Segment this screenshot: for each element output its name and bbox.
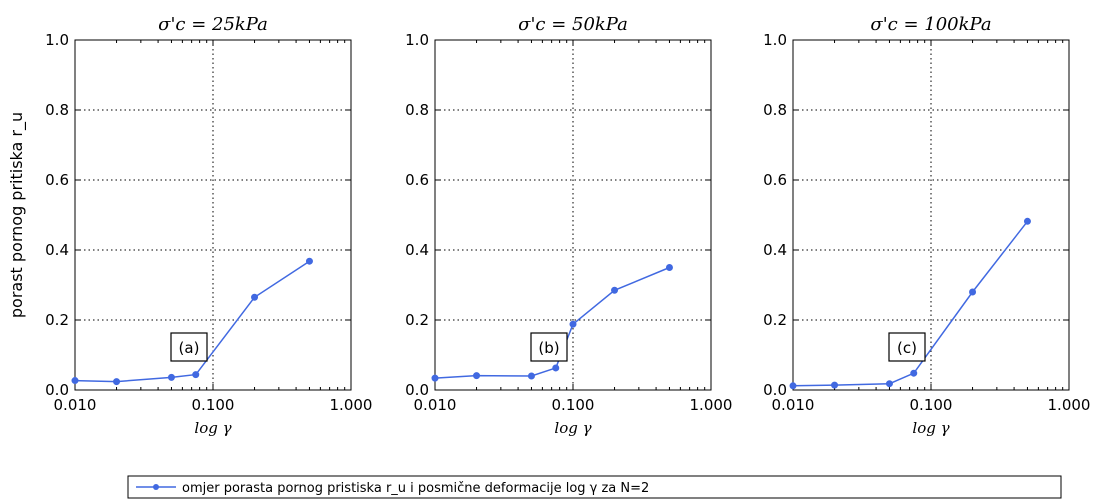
data-point [527, 372, 535, 380]
chart-title: σ'c = 25kPa [158, 14, 268, 35]
x-tick-label: 0.100 [192, 396, 235, 414]
x-axis-label: log γ [554, 419, 591, 437]
x-tick-label: 0.100 [552, 396, 595, 414]
data-point [665, 264, 673, 271]
x-tick-label: 1.000 [690, 396, 733, 414]
data-point [71, 377, 79, 385]
y-tick-label: 0.0 [45, 381, 69, 399]
y-tick-label: 1.0 [405, 31, 429, 49]
y-tick-label: 0.8 [763, 101, 787, 119]
y-tick-label: 0.8 [45, 101, 69, 119]
data-point [431, 374, 439, 382]
y-tick-label: 0.2 [405, 311, 429, 329]
data-point [910, 369, 918, 377]
y-tick-label: 1.0 [45, 31, 69, 49]
x-tick-label: 0.100 [910, 396, 953, 414]
chart-panel-1: 0.0 0.2 0.4 0.6 0.8 1.0 0.010 0.100 1.000 (a) σ'c … [7, 14, 372, 437]
legend-box [127, 475, 1062, 499]
x-tick-label: 0.010 [54, 396, 97, 414]
y-tick-label: 0.4 [763, 241, 787, 259]
x-tick-label: 0.010 [414, 396, 457, 414]
data-point [969, 288, 977, 296]
data-point [192, 371, 200, 379]
data-point [552, 364, 560, 372]
data-point [611, 286, 619, 294]
y-tick-label: 0.8 [405, 101, 429, 119]
annotation-label: (a) [179, 339, 200, 357]
x-axis-label: log γ [194, 419, 231, 437]
y-tick-label: 0.4 [45, 241, 69, 259]
x-tick-label: 0.010 [772, 396, 815, 414]
chart-title: σ'c = 50kPa [518, 14, 628, 35]
legend-marker-sample [153, 484, 159, 490]
y-tick-label: 0.2 [45, 311, 69, 329]
x-axis-label: log γ [912, 419, 949, 437]
y-tick-label: 0.6 [763, 171, 787, 189]
series-line [74, 260, 310, 383]
data-point [167, 373, 175, 381]
annotation-box [530, 332, 568, 362]
chart-panel-3: 0.0 0.2 0.4 0.6 0.8 1.0 0.010 0.100 1.000 (c) σ'c … [763, 14, 1090, 437]
chart-panel-2: 0.0 0.2 0.4 0.6 0.8 1.0 0.010 0.100 1.000 (b) σ'c … [405, 14, 732, 437]
data-point [569, 320, 577, 328]
data-point [885, 380, 893, 388]
legend-label: omjer porasta pornog pristiska r_u i pos… [182, 481, 649, 496]
data-point [113, 378, 121, 386]
annotation-label: (b) [538, 339, 559, 357]
y-tick-label: 0.0 [763, 381, 787, 399]
y-tick-label: 0.6 [405, 171, 429, 189]
legend: omjer porasta pornog pristiska r_u i pos… [127, 475, 1062, 499]
data-point [1023, 217, 1031, 225]
series-line [792, 220, 1029, 387]
data-point [251, 293, 259, 301]
data-point [305, 257, 313, 265]
y-tick-label: 1.0 [763, 31, 787, 49]
y-axis-label: porast pornog pritiska r_u [7, 112, 27, 318]
annotation-box [888, 332, 926, 362]
chart-panels: 0.0 0.2 0.4 0.6 0.8 1.0 0.010 0.100 1.000 (a) σ'c … [7, 14, 1090, 437]
data-point [473, 372, 481, 380]
data-point [831, 381, 839, 389]
x-tick-label: 1.000 [330, 396, 373, 414]
data-point [789, 382, 797, 390]
annotation-box [170, 332, 208, 362]
chart-title: σ'c = 100kPa [870, 14, 991, 35]
y-tick-label: 0.4 [405, 241, 429, 259]
y-tick-label: 0.2 [763, 311, 787, 329]
y-tick-label: 0.6 [45, 171, 69, 189]
y-tick-label: 0.0 [405, 381, 429, 399]
x-tick-label: 1.000 [1048, 396, 1091, 414]
annotation-label: (c) [897, 339, 917, 357]
